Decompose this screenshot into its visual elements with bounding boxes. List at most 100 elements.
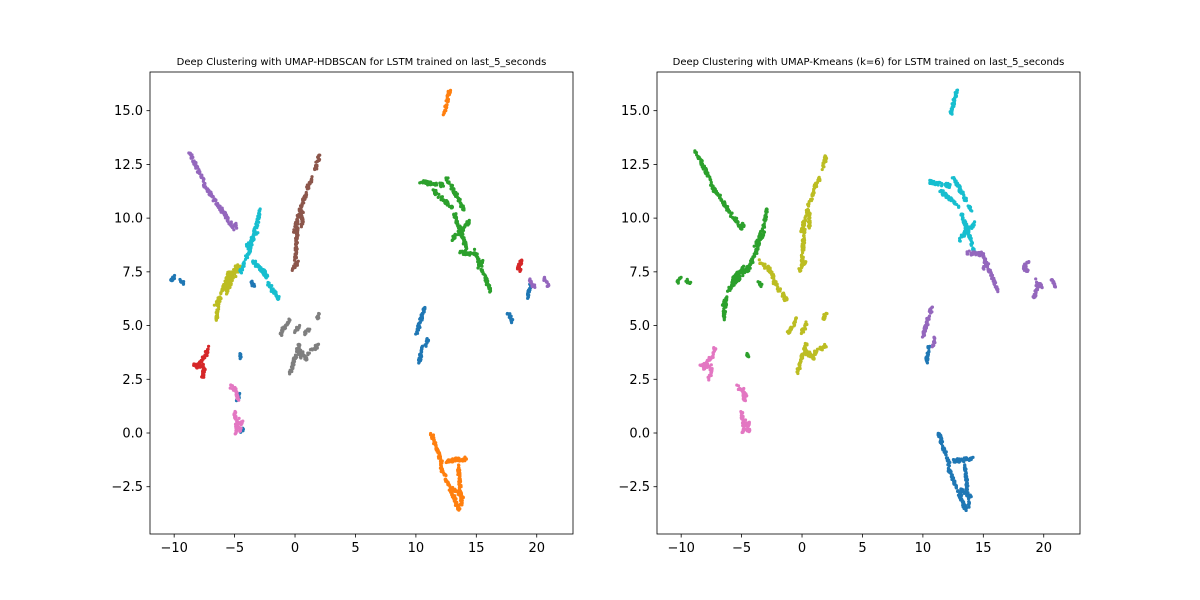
y-tick-label: 15.0	[621, 104, 650, 119]
data-point	[294, 249, 299, 253]
data-point	[747, 269, 751, 273]
data-point	[964, 456, 968, 460]
data-point	[233, 416, 237, 420]
data-point	[449, 184, 453, 188]
data-point	[956, 460, 960, 464]
data-point	[927, 346, 931, 351]
data-point	[169, 278, 174, 283]
cluster-4	[187, 151, 551, 289]
data-point	[234, 429, 238, 433]
data-point	[201, 363, 205, 367]
data-point	[214, 198, 218, 202]
data-point	[957, 189, 961, 193]
data-point	[294, 239, 299, 243]
data-point	[981, 266, 985, 270]
data-point	[201, 369, 205, 373]
data-point	[932, 340, 936, 344]
hdbscan-subplot: Deep Clustering with UMAP-HDBSCAN for LS…	[111, 57, 574, 556]
y-tick-label: 0.0	[122, 427, 143, 442]
data-point	[308, 180, 312, 184]
data-point	[250, 238, 254, 242]
data-point	[238, 352, 242, 356]
data-point	[766, 265, 770, 269]
data-point	[959, 212, 963, 217]
data-point	[965, 478, 969, 482]
data-point	[962, 459, 966, 463]
data-point	[417, 361, 421, 365]
data-point	[419, 357, 423, 361]
data-point	[431, 433, 436, 437]
data-point	[422, 307, 427, 311]
data-point	[425, 336, 429, 341]
data-point	[190, 153, 194, 157]
data-point	[436, 195, 440, 199]
data-point	[787, 329, 791, 333]
data-point	[955, 181, 960, 185]
data-point	[939, 439, 943, 443]
data-point	[972, 223, 976, 227]
data-point	[740, 221, 745, 225]
data-point	[957, 205, 961, 209]
data-point	[226, 219, 230, 223]
data-point	[296, 325, 300, 330]
data-point	[214, 316, 218, 321]
data-point	[454, 501, 459, 505]
data-point	[528, 288, 532, 292]
data-point	[966, 497, 971, 501]
data-point	[817, 175, 821, 179]
data-point	[299, 356, 303, 360]
data-point	[968, 234, 972, 238]
data-point	[775, 287, 779, 291]
data-point	[224, 289, 229, 293]
data-point	[964, 471, 968, 476]
data-point	[931, 343, 935, 347]
data-point	[215, 302, 219, 306]
data-point	[479, 259, 483, 264]
data-point	[208, 190, 212, 194]
data-point	[927, 309, 931, 313]
data-point	[235, 390, 239, 395]
data-point	[316, 314, 320, 318]
data-point	[250, 284, 254, 288]
data-point	[963, 503, 967, 507]
data-point	[313, 167, 317, 172]
data-point	[450, 205, 454, 209]
data-point	[274, 290, 278, 294]
data-point	[802, 234, 806, 238]
data-point	[463, 241, 467, 246]
data-point	[419, 354, 424, 359]
data-point	[456, 463, 461, 467]
data-point	[1039, 285, 1043, 289]
data-point	[730, 211, 734, 215]
data-point	[426, 339, 430, 343]
data-point	[445, 96, 449, 100]
data-point	[448, 90, 452, 94]
data-point	[443, 108, 447, 112]
data-point	[821, 163, 825, 168]
data-point	[441, 184, 445, 188]
data-point	[957, 239, 962, 243]
data-point	[762, 222, 766, 226]
data-point	[954, 179, 958, 183]
data-point	[935, 181, 940, 185]
data-point	[278, 331, 283, 335]
data-point	[303, 357, 307, 361]
data-point	[938, 189, 942, 194]
data-point	[204, 185, 208, 189]
data-point	[443, 200, 448, 204]
data-point	[432, 437, 436, 441]
data-point	[248, 249, 253, 253]
data-point	[925, 317, 929, 321]
x-tick-label: 15	[975, 541, 992, 556]
data-point	[740, 265, 745, 270]
scatter-points	[675, 88, 1058, 513]
data-point	[179, 279, 183, 284]
data-point	[953, 90, 957, 95]
data-point	[461, 251, 465, 255]
data-point	[737, 275, 742, 279]
data-point	[232, 386, 236, 390]
data-point	[439, 466, 443, 470]
data-point	[723, 300, 727, 305]
data-point	[944, 191, 948, 196]
data-point	[428, 183, 432, 187]
